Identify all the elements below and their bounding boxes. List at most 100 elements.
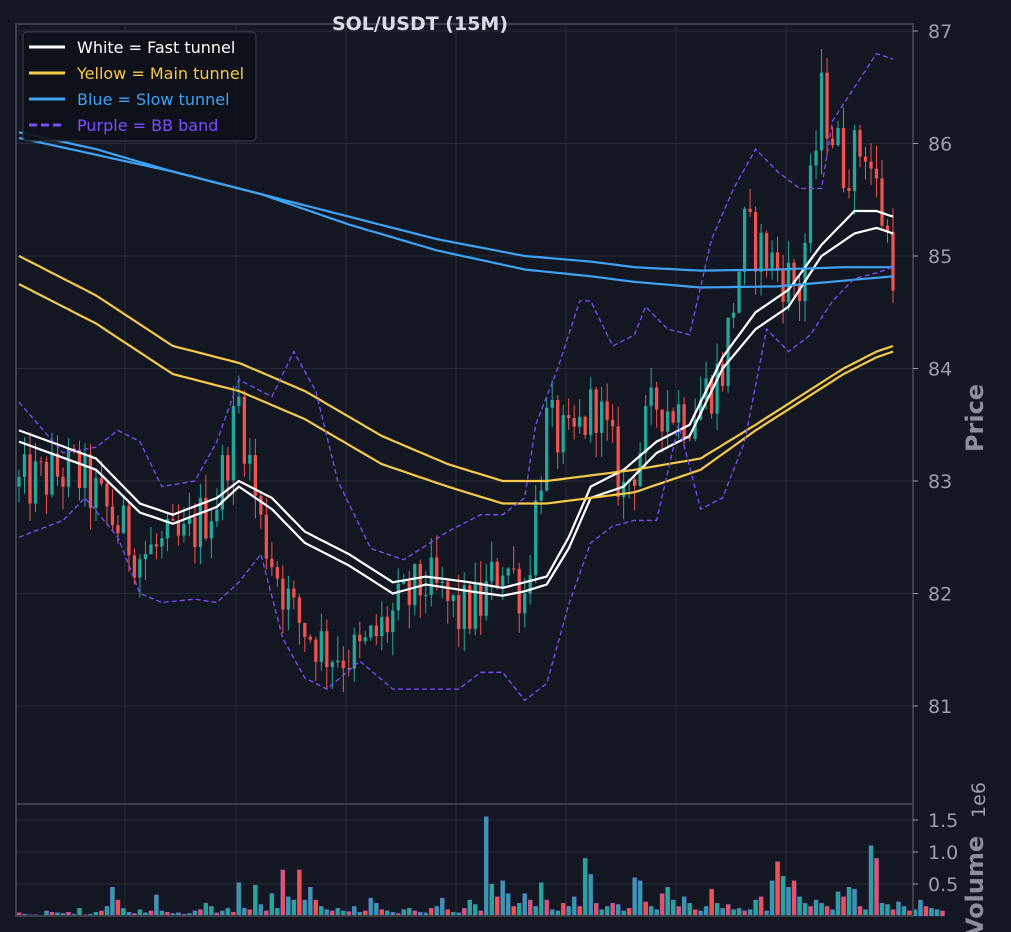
volume-bar <box>368 897 374 917</box>
volume-bar <box>665 887 670 917</box>
candle-body <box>468 585 472 629</box>
series-line-bb-upper <box>18 52 894 561</box>
volume-bar <box>571 896 577 917</box>
volume-bar <box>610 903 615 917</box>
candle-body <box>814 150 818 166</box>
candle-body <box>682 404 686 438</box>
candle-body <box>435 557 439 584</box>
volume-bar <box>852 888 857 917</box>
volume-tick-label: 1.5 <box>928 810 958 832</box>
candle-body <box>517 568 521 614</box>
price-tick-label: 83 <box>928 471 952 493</box>
volume-bar <box>253 885 258 917</box>
candle-body <box>583 416 587 436</box>
candle-body <box>709 378 714 414</box>
candle-body <box>693 419 697 439</box>
volume-bar <box>77 908 82 917</box>
price-axis-ticks: 81 82 83 84 85 86 87 <box>913 21 952 718</box>
candle-body <box>545 407 549 491</box>
volume-bar <box>780 876 786 917</box>
volume-bar <box>709 888 714 917</box>
candle-body <box>242 396 247 464</box>
candle-body <box>819 72 824 151</box>
volume-bar <box>407 908 412 917</box>
candle-body <box>720 363 725 387</box>
candle-body <box>632 479 637 486</box>
candle-body <box>501 575 505 588</box>
volume-bar <box>769 880 775 917</box>
candle-body <box>33 461 38 504</box>
candle-body <box>281 578 285 610</box>
volume-bar <box>736 908 742 917</box>
candle-body <box>797 285 802 302</box>
candle-body <box>556 399 560 453</box>
volume-bar <box>302 899 308 917</box>
volume-bar <box>566 906 571 917</box>
candle-body <box>336 660 340 663</box>
volume-bar <box>286 896 291 917</box>
volume-bar <box>929 908 934 917</box>
price-tick-label: 85 <box>928 246 952 268</box>
volume-panel-frame <box>15 803 914 917</box>
volume-bar <box>835 891 841 917</box>
candle-body <box>226 455 230 481</box>
candle-body <box>770 252 774 269</box>
candle-body <box>286 588 290 610</box>
volume-bar <box>615 904 621 917</box>
series-line-fast-tunnel-upper <box>18 209 894 590</box>
candle-body <box>121 505 126 534</box>
volume-bar <box>582 858 588 917</box>
volume-axis-label: Volume <box>961 836 989 932</box>
series-line-main-tunnel-lower <box>18 283 894 505</box>
candle-body <box>385 616 389 633</box>
volume-bar <box>236 882 242 917</box>
volume-bar <box>714 903 720 917</box>
candle-body <box>303 622 307 637</box>
volume-bar <box>319 906 324 917</box>
volume-bar <box>269 893 275 917</box>
candle-body <box>523 593 527 614</box>
candle-body <box>490 561 494 582</box>
volume-bar <box>659 893 665 917</box>
candle-body <box>567 415 571 419</box>
price-axis-label: Price <box>961 384 989 452</box>
candle-body <box>110 506 115 526</box>
candle-body <box>176 520 181 536</box>
volume-bar <box>280 869 286 917</box>
volume-bar <box>940 910 945 917</box>
volume-bar <box>819 903 824 917</box>
volume-bar <box>808 906 813 917</box>
legend: White = Fast tunnel Yellow = Main tunnel B… <box>22 31 257 142</box>
volume-bar <box>527 899 533 917</box>
volume-bar <box>588 874 593 917</box>
candle-body <box>248 455 252 464</box>
candle-body <box>77 449 82 489</box>
volume-bar <box>753 899 758 917</box>
volume-bar <box>560 903 566 917</box>
candle-body <box>759 232 763 272</box>
candle-body <box>654 387 659 410</box>
volume-bar <box>676 906 681 917</box>
candle-body <box>28 454 32 504</box>
candle-body <box>182 524 186 536</box>
candle-body <box>726 317 730 387</box>
volume-bar <box>522 893 527 917</box>
volume-bar <box>225 908 231 917</box>
candle-body <box>369 625 373 638</box>
candle-body <box>171 518 175 521</box>
candle-body <box>852 130 857 191</box>
candle-body <box>330 662 334 668</box>
candle-body <box>473 582 477 629</box>
volume-bar <box>846 887 852 917</box>
legend-label: Yellow = Main tunnel <box>76 64 244 83</box>
volume-bar <box>115 899 121 917</box>
candle-body <box>550 399 554 408</box>
legend-box <box>22 31 257 142</box>
candle-body <box>512 568 516 570</box>
volume-grid <box>16 804 913 916</box>
candle-body <box>808 165 813 243</box>
candle-body <box>869 161 873 169</box>
candle-body <box>66 448 71 487</box>
candle-body <box>319 631 323 662</box>
candle-body <box>753 212 758 272</box>
